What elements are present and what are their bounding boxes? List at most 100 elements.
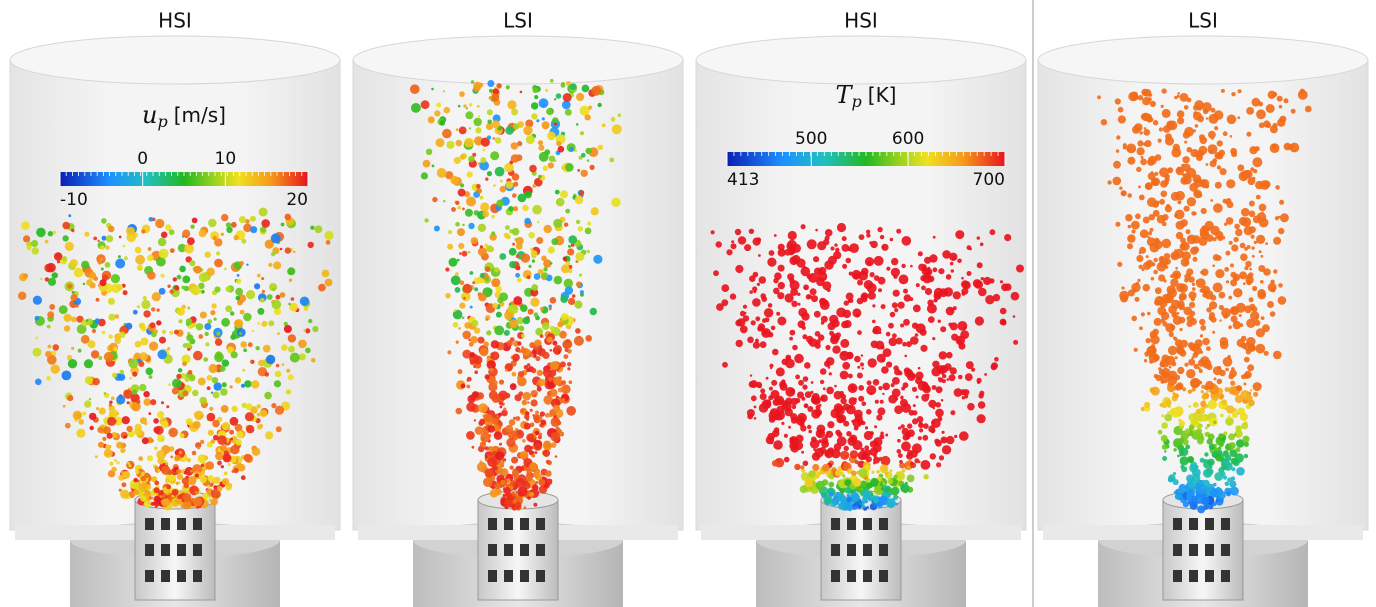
particle xyxy=(755,316,760,321)
particle xyxy=(1141,156,1144,159)
particle xyxy=(802,334,807,339)
particle xyxy=(207,413,216,422)
particle xyxy=(123,390,132,399)
particle xyxy=(538,479,545,486)
particle xyxy=(32,247,39,254)
particle xyxy=(826,387,834,395)
particle xyxy=(49,304,55,310)
particle xyxy=(1189,458,1194,463)
particle xyxy=(1226,492,1231,497)
particle xyxy=(315,225,323,233)
particle xyxy=(462,251,468,257)
particle xyxy=(864,431,873,440)
particle xyxy=(1155,239,1160,244)
particle xyxy=(1116,149,1119,152)
particle xyxy=(533,503,537,507)
particle xyxy=(611,117,616,122)
particle xyxy=(1201,390,1204,393)
particle xyxy=(111,274,120,283)
particle xyxy=(456,341,459,344)
particle xyxy=(1127,243,1133,249)
particle xyxy=(713,270,719,276)
particle xyxy=(568,235,577,244)
particle xyxy=(903,289,908,294)
particle xyxy=(808,340,812,344)
particle xyxy=(863,449,871,457)
particle xyxy=(965,373,973,381)
particle xyxy=(1127,147,1131,151)
particle xyxy=(1176,232,1183,239)
particle xyxy=(836,332,841,337)
particle xyxy=(139,384,146,391)
particle xyxy=(825,229,833,237)
particle xyxy=(891,487,900,496)
particle xyxy=(773,278,778,283)
particle xyxy=(490,151,499,160)
particle xyxy=(789,442,797,450)
particle xyxy=(593,255,602,264)
particle xyxy=(560,295,568,303)
particle xyxy=(1180,93,1189,102)
particle xyxy=(443,90,445,92)
particle xyxy=(538,140,543,145)
particle xyxy=(1175,494,1181,500)
particle xyxy=(46,263,56,273)
particle xyxy=(159,490,164,495)
particle xyxy=(465,209,473,217)
particle xyxy=(172,489,179,496)
particle xyxy=(587,250,590,253)
particle xyxy=(902,469,906,473)
particle xyxy=(35,316,40,321)
particle xyxy=(882,359,885,362)
particle xyxy=(1280,213,1289,222)
particle xyxy=(824,449,833,458)
particle xyxy=(1238,89,1242,93)
particle xyxy=(855,460,859,464)
particle xyxy=(797,392,804,399)
particle xyxy=(921,286,926,291)
particle xyxy=(579,190,584,195)
particle xyxy=(815,409,822,416)
particle xyxy=(567,248,574,255)
particle xyxy=(153,427,160,434)
particle xyxy=(540,411,545,416)
particle xyxy=(1273,269,1277,273)
particle xyxy=(288,334,296,342)
particle xyxy=(980,243,984,247)
particle xyxy=(561,83,566,88)
particle xyxy=(1246,132,1251,137)
particle xyxy=(161,232,168,239)
particle xyxy=(1250,311,1259,320)
swirler-window xyxy=(145,570,154,582)
particle xyxy=(507,340,513,346)
particle xyxy=(472,446,475,449)
particle xyxy=(1121,191,1125,195)
particle xyxy=(1218,491,1226,499)
particle xyxy=(581,170,588,177)
particle xyxy=(913,305,921,313)
particle xyxy=(138,361,144,367)
particle xyxy=(872,304,875,307)
particle xyxy=(1240,253,1248,261)
particle xyxy=(942,431,945,434)
particle xyxy=(574,301,582,309)
particle xyxy=(536,237,543,244)
particle xyxy=(443,200,446,203)
particle xyxy=(1175,384,1182,391)
particle xyxy=(515,416,520,421)
particle xyxy=(96,407,99,410)
swirler-window xyxy=(831,518,840,530)
particle xyxy=(847,504,850,507)
particle xyxy=(235,377,242,384)
particle xyxy=(192,451,197,456)
particle xyxy=(140,495,146,501)
particle xyxy=(531,350,536,355)
swirler-window xyxy=(1173,544,1182,556)
particle xyxy=(1159,127,1163,131)
particle xyxy=(213,392,220,399)
particle xyxy=(892,302,898,308)
particle xyxy=(804,362,811,369)
particle xyxy=(95,318,100,323)
colorbar-tick-label: 10 xyxy=(215,149,237,169)
particle xyxy=(514,437,518,441)
